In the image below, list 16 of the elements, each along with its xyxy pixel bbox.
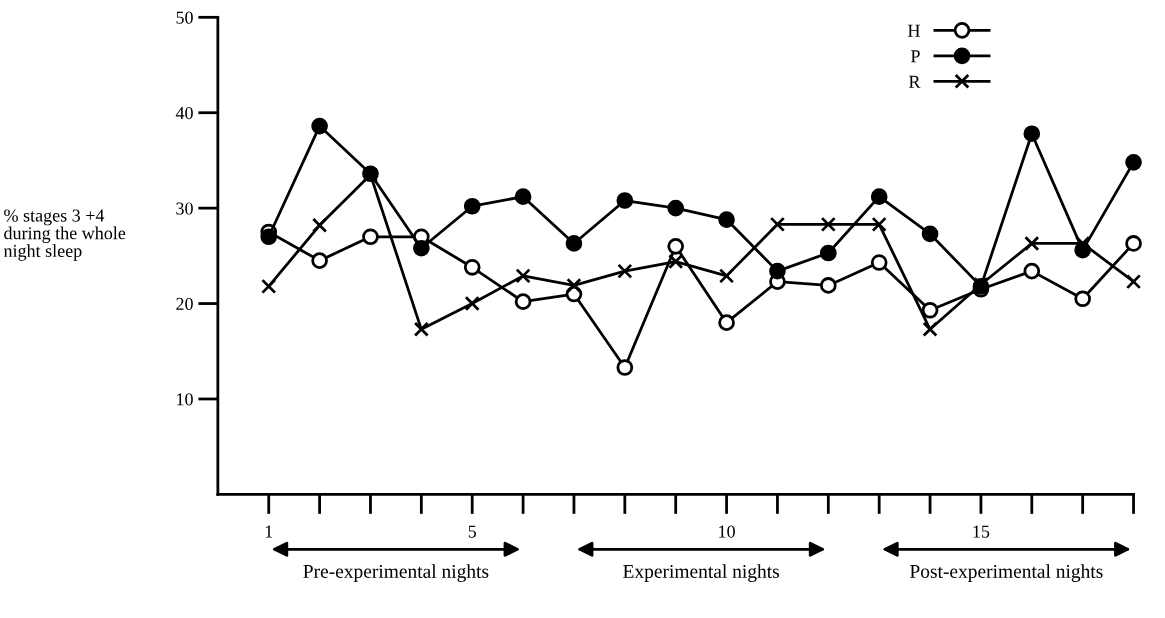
text: Experimental nights (623, 564, 779, 582)
legend-label: P (910, 50, 920, 63)
text: Pre-experimental nights (303, 564, 489, 582)
x-tick-label: 15 (973, 525, 990, 538)
y-tick-label: 40 (175, 106, 193, 120)
y-tick-label: 10 (177, 393, 193, 406)
x-tick-label: 5 (468, 525, 477, 538)
y-tick-label: 50 (176, 11, 193, 24)
y-tick-label: 20 (176, 297, 193, 310)
x-tick-label: 1 (265, 525, 273, 538)
legend-label: R (908, 75, 921, 88)
y-axis-title: % stages 3 +4 during the whole night sleep (3, 209, 126, 261)
y-tick-label: 30 (176, 202, 193, 215)
legend-label: H (907, 24, 920, 37)
x-tick-label: 10 (719, 525, 735, 538)
text: Post-experimental nights (909, 564, 1103, 582)
